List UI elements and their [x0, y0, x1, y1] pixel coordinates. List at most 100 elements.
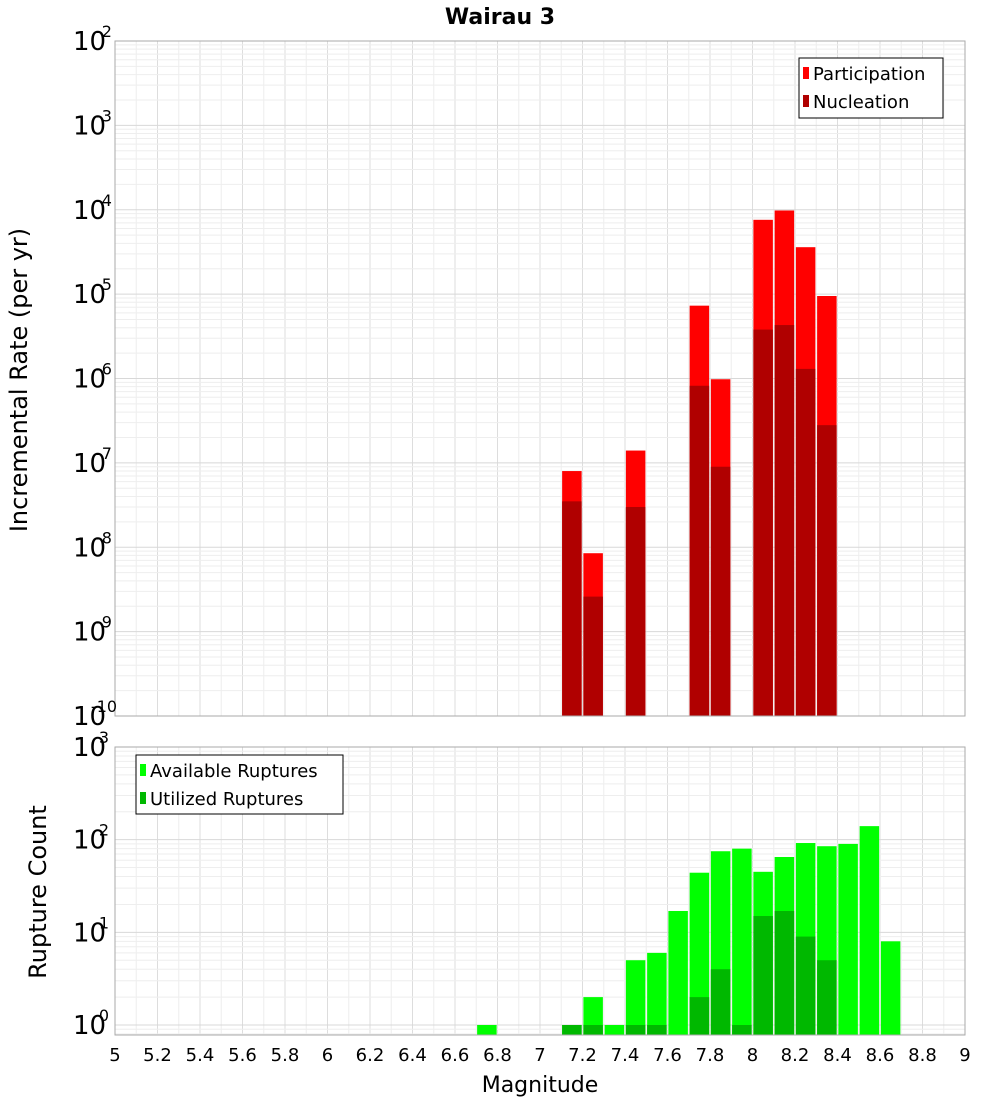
x-tick-label: 6.2 — [356, 1045, 385, 1066]
x-tick-label: 9 — [959, 1045, 970, 1066]
bottom-y-tick-label: 10 — [73, 826, 106, 856]
x-tick-label: 6.4 — [398, 1045, 427, 1066]
bottom-y-tick-label: 10 — [73, 733, 106, 763]
top-y-tick-label: 10 — [73, 449, 106, 479]
top-y-axis-label: Incremental Rate (per yr) — [5, 228, 33, 532]
top-legend: Participation Nucleation — [798, 57, 944, 119]
bottom-bar-utilized-ruptures — [647, 1025, 667, 1035]
top-y-tick-label: 10 — [73, 702, 106, 732]
bottom-bar-available-ruptures — [477, 1025, 497, 1035]
top-plot-grid — [114, 41, 966, 717]
legend-swatch-available-ruptures — [140, 764, 146, 776]
bottom-bar-available-ruptures — [689, 872, 710, 1035]
top-y-tick-exponent: -2 — [96, 22, 112, 41]
bottom-y-tick-exponent: 0 — [99, 1006, 109, 1025]
bottom-plot-bars — [477, 826, 901, 1035]
legend-label-nucleation: Nucleation — [813, 92, 909, 113]
top-legend-box — [798, 57, 944, 119]
top-bar-nucleation — [753, 329, 773, 716]
bottom-bar-utilized-ruptures — [732, 1025, 752, 1035]
top-y-tick-label: 10 — [73, 111, 106, 141]
top-y-tick-exponent: -7 — [96, 444, 112, 463]
top-y-tick-label: 10 — [73, 280, 106, 310]
top-y-tick-exponent: -10 — [91, 697, 117, 716]
bottom-y-tick-exponent: 2 — [99, 821, 109, 840]
x-tick-label: 7.6 — [653, 1045, 682, 1066]
x-tick-label: 5.2 — [143, 1045, 172, 1066]
x-tick-label: 7.4 — [611, 1045, 640, 1066]
x-tick-label: 5.4 — [186, 1045, 215, 1066]
bottom-bar-available-ruptures — [647, 952, 667, 1035]
bottom-bar-utilized-ruptures — [795, 936, 816, 1035]
top-y-tick-exponent: -5 — [96, 275, 112, 294]
top-bar-nucleation — [689, 385, 710, 716]
bottom-bar-available-ruptures — [838, 843, 858, 1035]
bottom-bar-utilized-ruptures — [753, 916, 773, 1035]
top-bar-nucleation — [710, 466, 731, 716]
x-tick-label: 5 — [109, 1045, 120, 1066]
bottom-bar-available-ruptures — [859, 826, 880, 1035]
legend-swatch-participation — [803, 67, 809, 79]
bottom-y-axis-label: Rupture Count — [24, 805, 52, 979]
legend-swatch-nucleation — [803, 95, 809, 107]
legend-label-participation: Participation — [813, 64, 925, 85]
bottom-bar-utilized-ruptures — [625, 1025, 646, 1035]
bottom-plot-frame — [114, 746, 966, 1036]
top-plot-frame — [114, 40, 966, 717]
x-tick-label: 7 — [534, 1045, 545, 1066]
x-tick-label: 6 — [322, 1045, 333, 1066]
bottom-bar-utilized-ruptures — [817, 960, 837, 1035]
legend-label-available-ruptures: Available Ruptures — [150, 761, 318, 782]
x-tick-label: 8 — [747, 1045, 758, 1066]
top-y-tick-label: 10 — [73, 196, 106, 226]
top-bar-nucleation — [817, 425, 837, 716]
x-tick-label: 8.2 — [781, 1045, 810, 1066]
top-y-tick-label: 10 — [73, 618, 106, 648]
top-y-tick-exponent: -6 — [96, 360, 112, 379]
x-axis-label: Magnitude — [482, 1073, 599, 1098]
x-tick-label: 5.6 — [228, 1045, 257, 1066]
bottom-y-tick-exponent: 3 — [99, 728, 109, 747]
bottom-y-tick-label: 10 — [73, 918, 106, 948]
top-y-tick-exponent: -8 — [96, 528, 112, 547]
x-tick-label: 6.6 — [441, 1045, 470, 1066]
bottom-bar-utilized-ruptures — [562, 1025, 582, 1035]
bottom-bar-available-ruptures — [604, 1025, 625, 1035]
top-y-tick-exponent: -4 — [96, 191, 112, 210]
x-tick-label: 6.8 — [483, 1045, 512, 1066]
top-y-tick-label: 10 — [73, 533, 106, 563]
bottom-bar-available-ruptures — [732, 848, 752, 1035]
top-plot-bars — [562, 210, 837, 717]
top-y-tick-exponent: -9 — [96, 613, 112, 632]
bottom-y-tick-label: 10 — [73, 1011, 106, 1041]
bottom-bar-utilized-ruptures — [774, 910, 795, 1035]
bottom-bar-utilized-ruptures — [689, 997, 710, 1035]
bottom-legend: Available Ruptures Utilized Ruptures — [135, 754, 344, 815]
x-tick-label: 5.8 — [271, 1045, 300, 1066]
bottom-y-tick-exponent: 1 — [99, 913, 109, 932]
bottom-legend-box — [135, 754, 344, 815]
top-y-tick-exponent: -3 — [96, 106, 112, 125]
legend-swatch-utilized-ruptures — [140, 792, 146, 804]
bottom-bar-available-ruptures — [880, 941, 901, 1035]
x-tick-label: 7.8 — [696, 1045, 725, 1066]
top-y-tick-label: 10 — [73, 365, 106, 395]
top-y-tick-label: 10 — [73, 27, 106, 57]
top-bar-nucleation — [625, 506, 646, 716]
top-bar-nucleation — [795, 368, 816, 716]
top-bar-nucleation — [562, 501, 582, 716]
bottom-bar-available-ruptures — [668, 910, 688, 1035]
x-tick-label: 8.6 — [866, 1045, 895, 1066]
x-tick-labels: 5 5.2 5.4 5.6 5.8 6 6.2 6.4 6.6 6.8 7 7.2 7.4 7.6 7.8 8… — [109, 1045, 970, 1066]
x-tick-label: 8.8 — [908, 1045, 937, 1066]
bottom-bar-utilized-ruptures — [583, 1025, 603, 1035]
legend-label-utilized-ruptures: Utilized Ruptures — [150, 789, 303, 810]
chart-title: Wairau 3 — [445, 5, 555, 30]
bottom-bar-utilized-ruptures — [710, 969, 731, 1035]
x-tick-label: 7.2 — [568, 1045, 597, 1066]
top-bar-nucleation — [774, 325, 795, 716]
